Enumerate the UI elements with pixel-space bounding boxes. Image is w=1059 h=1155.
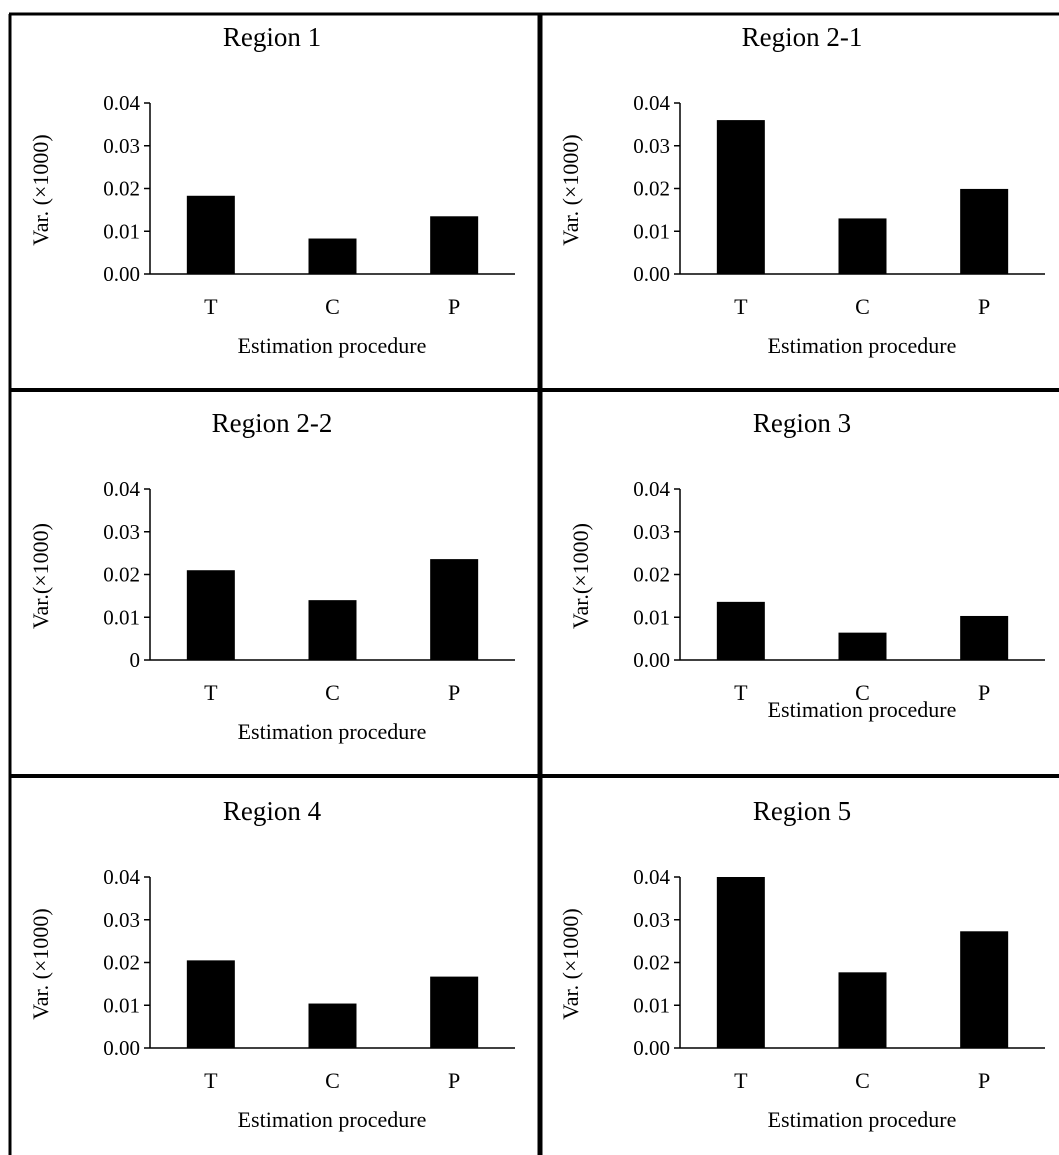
x-tick-label: C — [855, 680, 870, 705]
y-tick-label: 0.00 — [103, 262, 140, 286]
y-tick-label: 0.01 — [103, 219, 140, 243]
bar-C — [308, 600, 357, 660]
bar-P — [960, 615, 1009, 660]
bar-T — [186, 570, 235, 660]
y-tick-label: 0.03 — [633, 134, 670, 158]
bar-P — [430, 216, 479, 274]
x-tick-label: P — [448, 1068, 460, 1093]
y-tick-label: 0.03 — [103, 134, 140, 158]
y-tick-label: 0.01 — [103, 605, 140, 629]
y-tick-label: 0.02 — [633, 563, 670, 587]
bar-C — [308, 1003, 357, 1048]
y-axis-title: Var.(×1000) — [568, 523, 593, 629]
x-tick-label: T — [204, 294, 218, 319]
chart-panel-2: Region 2-1 0.00 0.01 0.02 0.03 0.04 T C P Estimat… — [558, 22, 1045, 358]
x-tick-label: T — [204, 1068, 218, 1093]
bar-P — [960, 931, 1009, 1048]
bar-T — [186, 195, 235, 274]
x-axis-title: Estimation procedure — [238, 1107, 427, 1132]
bar-P — [430, 976, 479, 1048]
bar-P — [430, 559, 479, 660]
bar-C — [838, 218, 887, 274]
x-axis-title: Estimation procedure — [768, 333, 957, 358]
y-tick-label: 0.04 — [633, 865, 670, 889]
y-tick-label: 0.03 — [103, 908, 140, 932]
x-tick-label: T — [734, 294, 748, 319]
chart-panel-5: Region 4 0.00 0.01 0.02 0.03 0.04 T C P Estimatio… — [28, 796, 515, 1132]
y-axis-title: Var. (×1000) — [558, 134, 583, 245]
panel-borders — [8, 12, 1059, 1155]
x-tick-label: C — [325, 1068, 340, 1093]
chart-panel-4: Region 3 0.00 0.01 0.02 0.03 0.04 T C P Estimatio… — [568, 408, 1045, 722]
x-axis-title: Estimation procedure — [768, 1107, 957, 1132]
x-tick-label: P — [448, 680, 460, 705]
chart-panel-3: Region 2-2 0 0.01 0.02 0.03 0.04 T C P Estimation… — [28, 408, 515, 744]
y-tick-label: 0.04 — [103, 477, 140, 501]
x-tick-label: T — [204, 680, 218, 705]
x-axis-title: Estimation procedure — [238, 719, 427, 744]
y-axis-title: Var. (×1000) — [558, 908, 583, 1019]
chart-title: Region 2-2 — [212, 408, 333, 438]
chart-panel-1: Region 1 0.00 0.01 0.02 0.03 0.04 T C P Estimatio… — [28, 22, 515, 358]
y-tick-label: 0 — [130, 648, 141, 672]
bar-T — [186, 960, 235, 1048]
x-tick-label: P — [978, 294, 990, 319]
y-tick-label: 0.02 — [103, 951, 140, 975]
bar-T — [716, 877, 765, 1048]
y-tick-label: 0.00 — [633, 648, 670, 672]
y-tick-label: 0.00 — [103, 1036, 140, 1060]
x-tick-label: C — [325, 294, 340, 319]
x-tick-label: P — [978, 1068, 990, 1093]
chart-title: Region 1 — [223, 22, 321, 52]
y-tick-label: 0.04 — [103, 865, 140, 889]
y-axis-title: Var.(×1000) — [28, 523, 53, 629]
chart-panel-6: Region 5 0.00 0.01 0.02 0.03 0.04 T C P Estimatio… — [558, 796, 1045, 1132]
bar-P — [960, 188, 1009, 274]
y-tick-label: 0.01 — [633, 219, 670, 243]
y-tick-label: 0.02 — [103, 563, 140, 587]
x-tick-label: T — [734, 1068, 748, 1093]
y-tick-label: 0.02 — [633, 951, 670, 975]
y-tick-label: 0.03 — [633, 908, 670, 932]
x-axis-title: Estimation procedure — [768, 697, 957, 722]
y-tick-label: 0.02 — [633, 177, 670, 201]
y-tick-label: 0.04 — [103, 91, 140, 115]
bar-C — [838, 972, 887, 1048]
y-tick-label: 0.00 — [633, 262, 670, 286]
x-tick-label: P — [978, 680, 990, 705]
bar-T — [716, 120, 765, 274]
x-tick-label: C — [855, 1068, 870, 1093]
y-tick-label: 0.02 — [103, 177, 140, 201]
bar-C — [838, 632, 887, 660]
y-tick-label: 0.04 — [633, 477, 670, 501]
x-axis-title: Estimation procedure — [238, 333, 427, 358]
chart-title: Region 2-1 — [742, 22, 863, 52]
chart-title: Region 5 — [753, 796, 851, 826]
y-axis-title: Var. (×1000) — [28, 134, 53, 245]
x-tick-label: P — [448, 294, 460, 319]
x-tick-label: C — [325, 680, 340, 705]
y-tick-label: 0.03 — [633, 520, 670, 544]
y-axis-title: Var. (×1000) — [28, 908, 53, 1019]
bar-C — [308, 238, 357, 274]
x-tick-label: C — [855, 294, 870, 319]
x-tick-label: T — [734, 680, 748, 705]
y-tick-label: 0.03 — [103, 520, 140, 544]
chart-title: Region 4 — [223, 796, 322, 826]
y-tick-label: 0.01 — [103, 993, 140, 1017]
bar-T — [716, 601, 765, 660]
y-tick-label: 0.04 — [633, 91, 670, 115]
y-tick-label: 0.01 — [633, 605, 670, 629]
chart-title: Region 3 — [753, 408, 851, 438]
y-tick-label: 0.01 — [633, 993, 670, 1017]
y-tick-label: 0.00 — [633, 1036, 670, 1060]
